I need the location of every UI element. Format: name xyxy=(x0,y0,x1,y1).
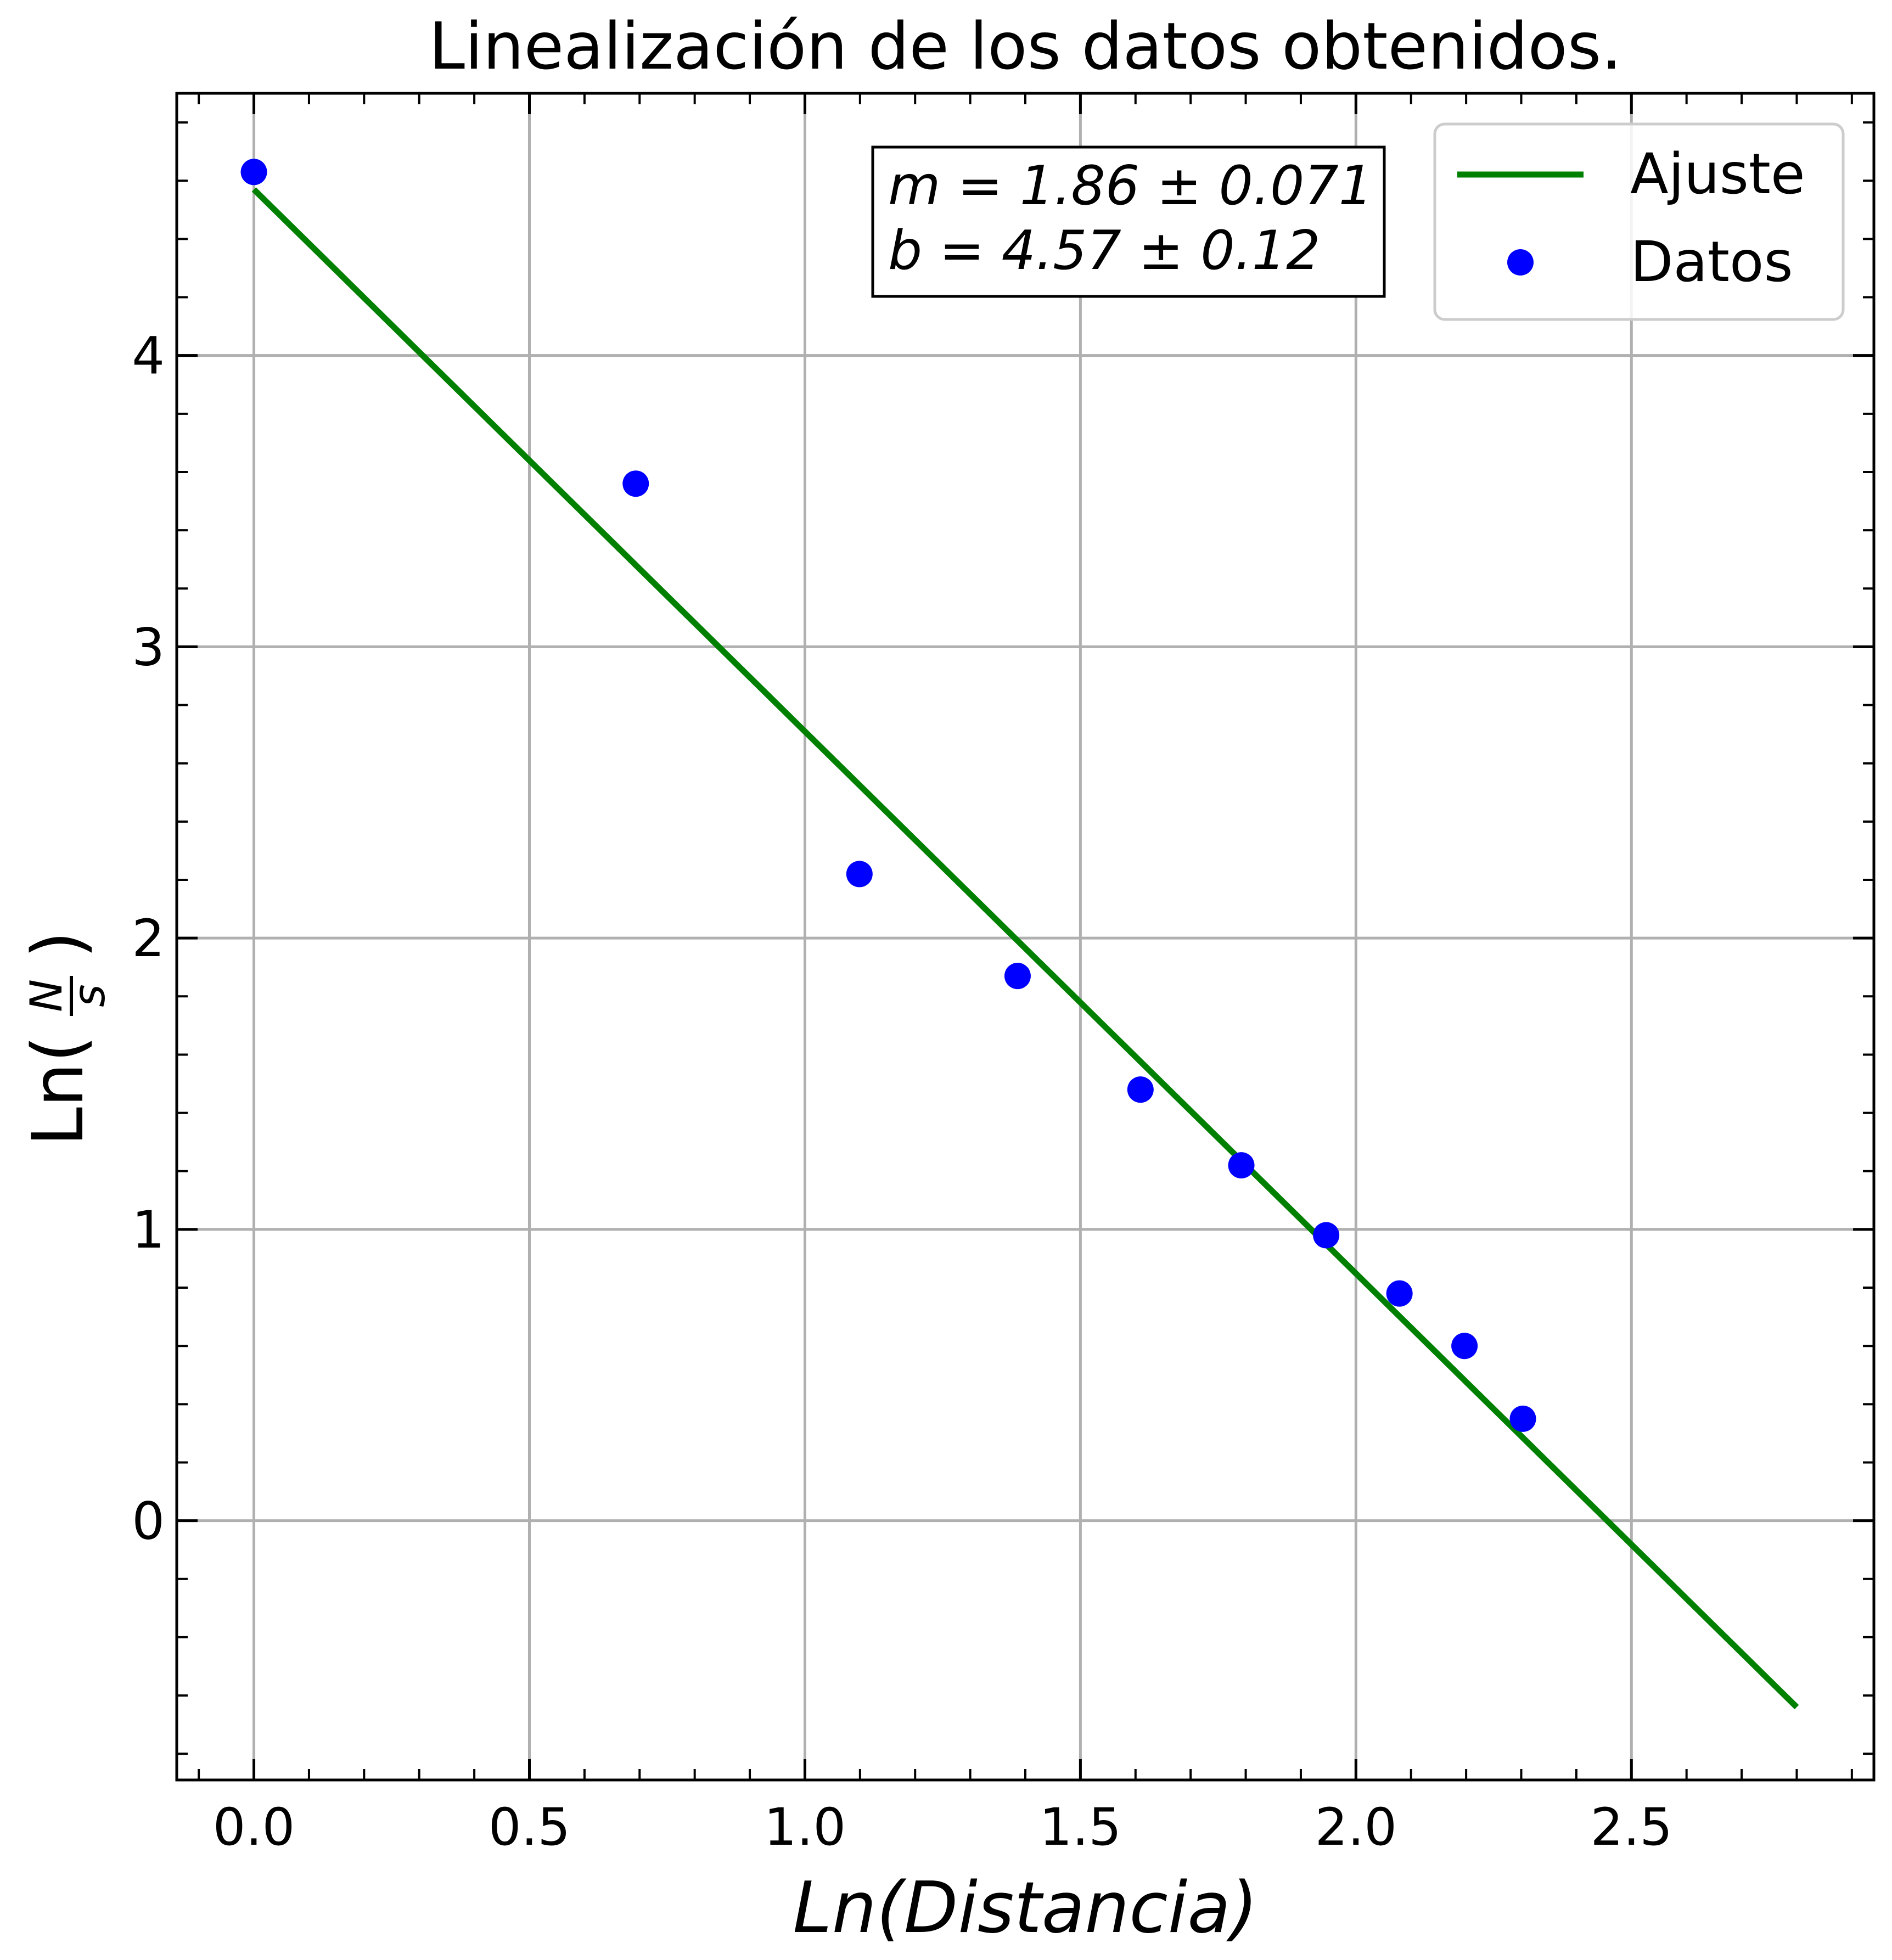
data-point xyxy=(1127,1076,1154,1103)
legend-label-datos: Datos xyxy=(1630,229,1793,295)
data-point xyxy=(1228,1152,1255,1179)
tick-labels: 0.0 0.5 1.0 1.5 2.0 2.5 0 1 2 3 4 xyxy=(132,327,1672,1857)
y-tick-label: 1 xyxy=(132,1200,165,1260)
x-tick-label: 1.5 xyxy=(1040,1798,1122,1857)
data-point xyxy=(622,470,649,497)
fit-parameters-box: m = 1.86 ± 0.071 b = 4.57 ± 0.12 xyxy=(871,145,1386,298)
ticks xyxy=(177,93,1874,1780)
data-point xyxy=(1004,963,1031,990)
chart-title: Linealización de los datos obtenidos. xyxy=(429,8,1621,84)
y-tick-label: 2 xyxy=(132,909,165,969)
x-tick-label: 0.5 xyxy=(489,1798,571,1857)
legend-label-ajuste: Ajuste xyxy=(1630,142,1805,207)
y-axis-label-numerator: N xyxy=(21,979,72,1012)
fit-line xyxy=(251,187,1799,1710)
y-tick-label: 0 xyxy=(132,1492,165,1552)
data-point xyxy=(846,861,873,888)
x-tick-label: 1.0 xyxy=(764,1798,846,1857)
data-point xyxy=(1386,1280,1413,1307)
x-tick-label: 0.0 xyxy=(213,1798,295,1857)
x-tick-label: 2.0 xyxy=(1315,1798,1397,1857)
y-tick-label: 4 xyxy=(132,327,165,386)
legend-swatch-datos xyxy=(1507,249,1534,276)
fit-intercept-text: b = 4.57 ± 0.12 xyxy=(888,220,1320,282)
legend: Ajuste Datos xyxy=(1433,122,1845,321)
fit-parameters-frame xyxy=(871,145,1386,298)
y-axis-label: Ln( N s ) xyxy=(18,931,115,1146)
y-axis-label-suffix: ) xyxy=(18,931,99,958)
data-point xyxy=(240,159,267,186)
grid xyxy=(177,93,1874,1780)
data-point xyxy=(1451,1333,1478,1360)
y-axis-label-denominator: s xyxy=(64,984,115,1007)
y-axis-label-prefix: Ln( xyxy=(18,1035,99,1146)
data-point xyxy=(1313,1222,1340,1249)
x-tick-label: 2.5 xyxy=(1591,1798,1673,1857)
x-axis-label: Ln(Distancia) xyxy=(793,1867,1257,1949)
fit-slope-text: m = 1.86 ± 0.071 xyxy=(888,155,1373,217)
data-point xyxy=(1509,1405,1536,1432)
plot-frame xyxy=(175,92,1876,1782)
series-layer xyxy=(240,159,1799,1710)
y-tick-label: 3 xyxy=(132,617,165,677)
